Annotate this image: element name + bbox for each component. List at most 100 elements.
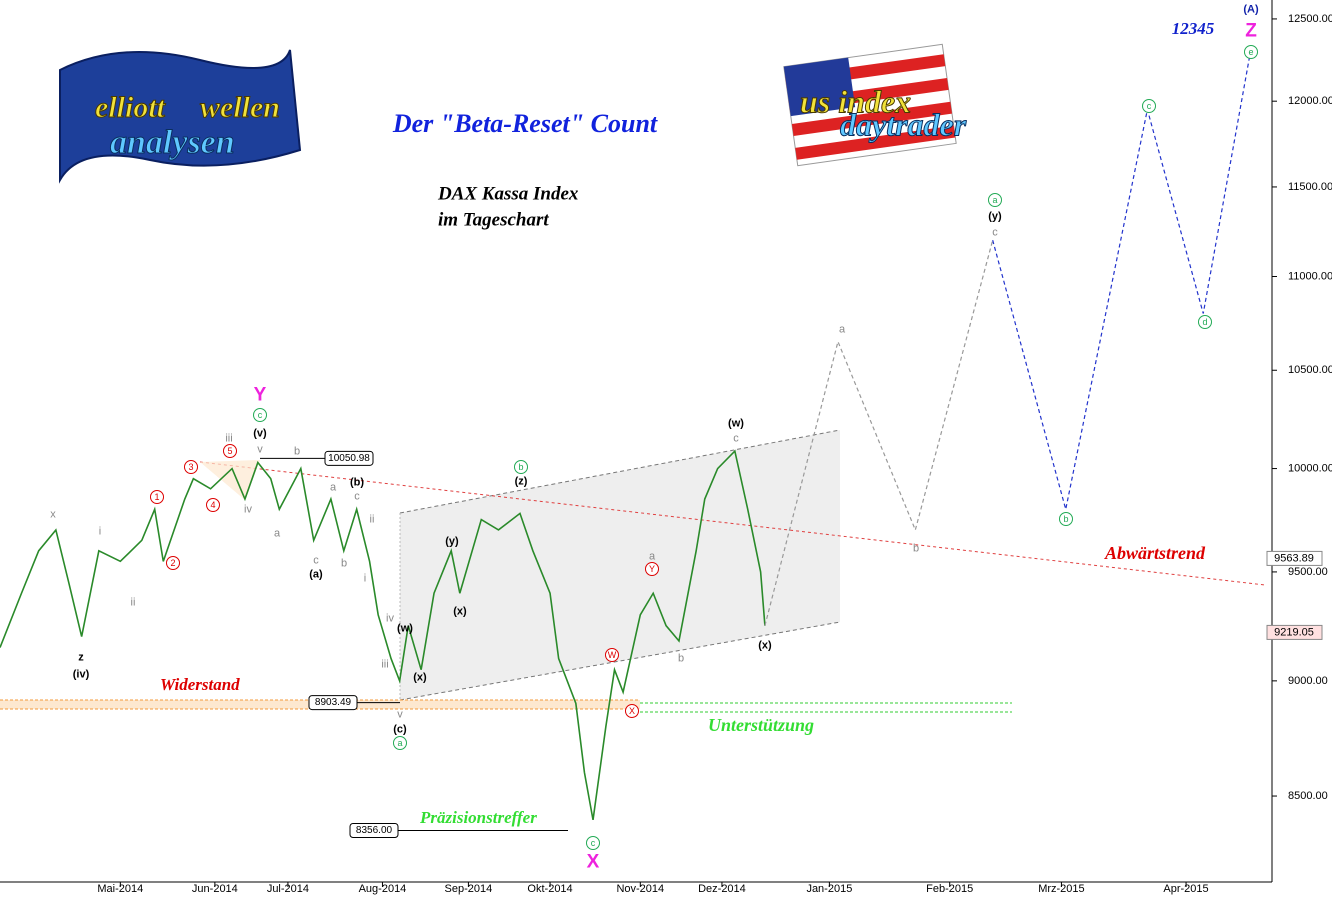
axis-marker-label: 9219.05 (1274, 626, 1314, 638)
wave-label: z (78, 651, 84, 663)
wave-label: c (354, 490, 360, 502)
wave-label: b (913, 542, 919, 554)
logo-usindex: us index daytrader (783, 43, 967, 167)
annotation: Unterstützung (708, 715, 814, 735)
axis-marker (1266, 624, 1323, 640)
y-tick-label: 10500.00 (1288, 364, 1332, 376)
logo-text: us index (800, 83, 911, 119)
y-tick-label: 12500.00 (1288, 13, 1332, 25)
x-tick-label: Mai-2014 (97, 883, 143, 895)
wave-label: c (313, 554, 319, 566)
price-box (308, 695, 358, 711)
price-box (349, 822, 399, 838)
wave-circle (393, 736, 407, 750)
logo-stripe (795, 125, 956, 160)
wave-circle (166, 556, 180, 570)
wave-circle (206, 498, 220, 512)
logo-text: elliott (95, 91, 167, 124)
wave-label: X (587, 852, 600, 873)
wave-label: a (274, 527, 281, 539)
wave-label: 5 (227, 446, 232, 456)
wave-label: a (649, 550, 656, 562)
axis-marker-label: 9563.89 (1274, 552, 1314, 564)
wave-label: (w) (728, 417, 744, 429)
y-tick-label: 12000.00 (1288, 95, 1332, 107)
wave-label: c (992, 226, 998, 238)
wave-label: 4 (210, 500, 215, 510)
x-tick-label: Jul-2014 (267, 883, 309, 895)
wave-circle (605, 648, 619, 662)
channel-bottom (399, 621, 841, 701)
wave-circle (1059, 512, 1073, 526)
wave-label: 2 (170, 558, 175, 568)
x-tick-label: Aug-2014 (359, 883, 407, 895)
wave-label: b (518, 462, 523, 472)
y-tick-label: 10000.00 (1288, 462, 1332, 474)
channel-top (399, 429, 841, 514)
wave-label: a (992, 195, 997, 205)
wave-circle (1142, 99, 1156, 113)
wave-circle (645, 562, 659, 576)
wave-circle (253, 408, 267, 422)
price-label: 8356.00 (356, 825, 393, 836)
wave-label: i (364, 572, 366, 584)
wave-label: (w) (397, 622, 413, 634)
triangle-zone (200, 460, 260, 500)
logo-text: wellen (200, 91, 280, 124)
wave-circle (150, 490, 164, 504)
wave-label: Y (649, 564, 655, 574)
price-label: 8903.49 (315, 697, 352, 708)
wave-label: iv (244, 503, 252, 515)
wave-label: (y) (445, 535, 459, 547)
logo-canton (783, 57, 856, 117)
wave-label: d (1202, 317, 1207, 327)
wave-label: c (733, 432, 739, 444)
chart-title: Der "Beta-Reset" Count (392, 109, 658, 138)
wave-circle (988, 193, 1002, 207)
wave-label: e (1248, 47, 1253, 57)
wave-label: a (397, 738, 402, 748)
x-tick-label: Apr-2015 (1163, 883, 1208, 895)
wave-label: 1 (154, 492, 159, 502)
wave-label: v (257, 443, 263, 455)
wave-label: (x) (758, 639, 772, 651)
wave-circle (1198, 315, 1212, 329)
wave-label: i (99, 525, 101, 537)
price-line (764, 240, 994, 626)
wave-label: c (258, 410, 263, 420)
price-box (324, 450, 374, 466)
x-tick-label: Nov-2014 (616, 883, 664, 895)
axis-marker (1266, 550, 1323, 566)
wave-label: Z (1245, 21, 1257, 42)
wave-circle (514, 460, 528, 474)
wave-circle (586, 836, 600, 850)
logo-stripe (791, 101, 953, 136)
wave-label: (x) (413, 671, 427, 683)
wave-label: ii (131, 596, 136, 608)
wave-circle (1244, 45, 1258, 59)
logo-flag (59, 49, 302, 184)
wave-label: X (629, 706, 635, 716)
wave-label: Y (254, 385, 267, 406)
price-label: 10050.98 (328, 453, 370, 464)
wave-label: (A) (1243, 3, 1259, 15)
wave-label: W (608, 650, 617, 660)
wave-label: (c) (393, 723, 407, 735)
annotation: Widerstand (160, 675, 240, 694)
x-tick-label: Jan-2015 (806, 883, 852, 895)
wave-label: b (294, 445, 300, 457)
wave-label: (z) (515, 475, 528, 487)
wave-label: iv (386, 612, 394, 624)
wave-label: 3 (188, 462, 193, 472)
x-tick-label: Jun-2014 (192, 883, 238, 895)
logo-text: analysen (110, 124, 235, 161)
wave-label: b (1063, 514, 1068, 524)
y-tick-label: 11000.00 (1288, 270, 1332, 282)
wave-label: (v) (253, 427, 267, 439)
wave-label: (x) (453, 605, 467, 617)
wave-circle (223, 444, 237, 458)
wave-label: c (591, 838, 596, 848)
wave-label: (a) (309, 568, 323, 580)
annotation: 12345 (1172, 19, 1215, 38)
